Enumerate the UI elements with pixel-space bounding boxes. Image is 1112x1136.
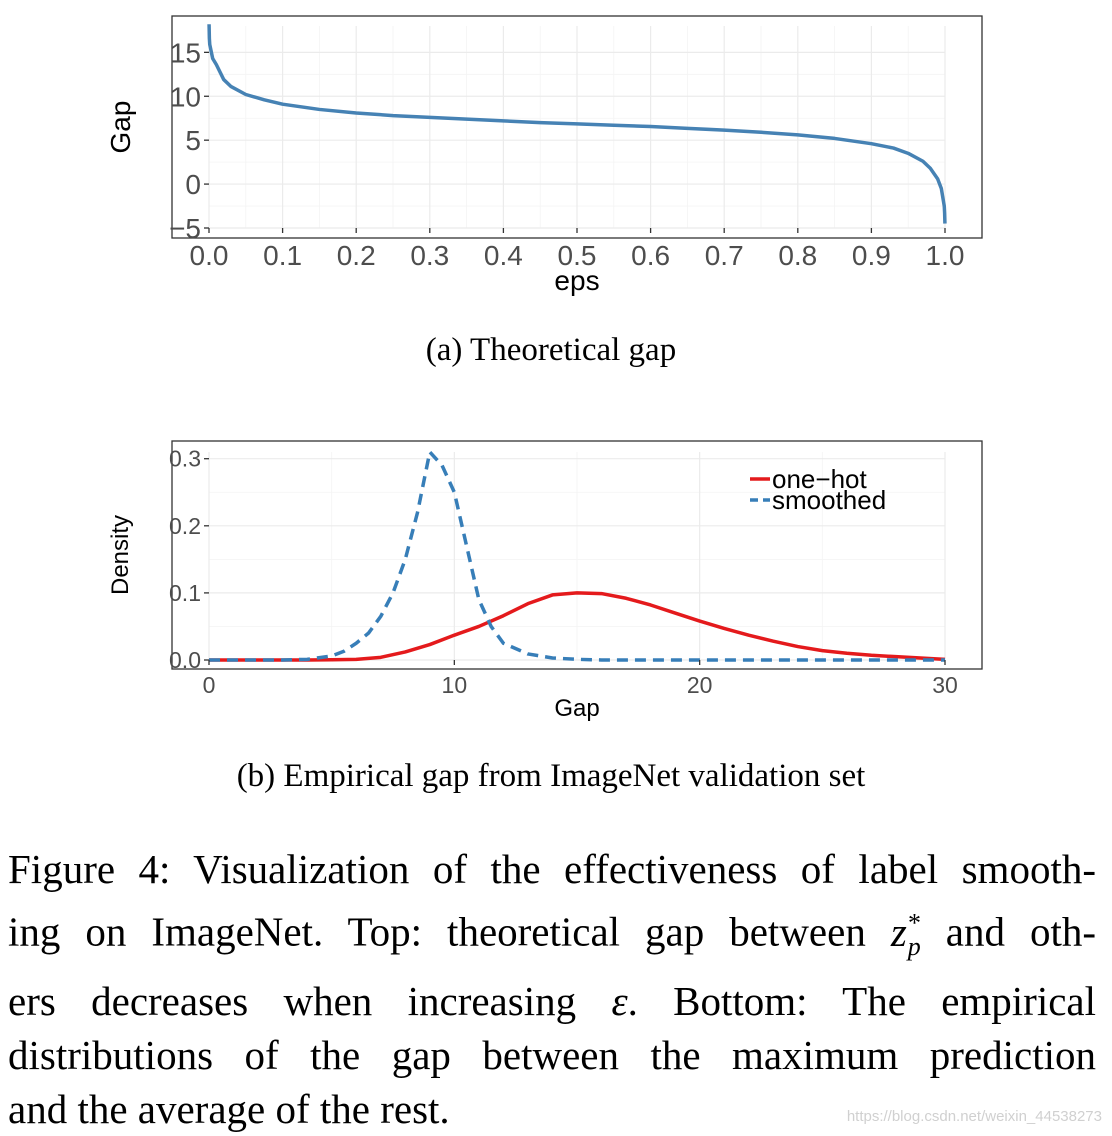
- chart-a-caption: (a) Theoretical gap: [426, 332, 676, 368]
- x-tick-label: 0.6: [631, 240, 670, 271]
- chart-b-y-axis-title: Density: [107, 515, 134, 595]
- chart-a-ticks: 0.0 0.1 0.2 0.3 0.4 0.5 0.6 0.7 0.8 0.9 1.0 −5 0 5 10 1…: [169, 37, 964, 271]
- y-tick-label: 0.3: [169, 446, 201, 472]
- math-z: z: [890, 908, 907, 955]
- x-tick-label: 0.4: [484, 240, 523, 271]
- y-tick-label: −5: [169, 213, 201, 244]
- chart-b-panel-border: [171, 440, 983, 670]
- x-tick-label: 0.9: [852, 240, 891, 271]
- x-tick-label: 0.8: [778, 240, 817, 271]
- caption-line-3-start: ers decreases when increasing: [8, 977, 577, 1024]
- x-tick-label: 0.3: [410, 240, 449, 271]
- chart-b-x-axis-title: Gap: [554, 695, 599, 722]
- caption-line-3-end: . Bottom: The empirical: [627, 977, 1097, 1024]
- caption-line-2-end: and oth-: [945, 908, 1096, 955]
- math-z-p-star: z*p: [890, 908, 921, 961]
- y-tick-label: 5: [185, 125, 201, 156]
- x-tick-label: 0.7: [705, 240, 744, 271]
- chart-b-gridlines: [208, 452, 946, 661]
- legend-label-smoothed: smoothed: [772, 485, 886, 515]
- x-tick-label: 0.2: [337, 240, 376, 271]
- x-tick-label: 0: [203, 672, 216, 698]
- series-line-theoretical-gap: [207, 24, 947, 224]
- caption-line-2: ing on ImageNet. Top: theoretical gap be…: [8, 896, 1096, 974]
- x-tick-label: 0.0: [190, 240, 229, 271]
- figure-caption: Figure 4: Visualization of the effective…: [8, 842, 1096, 1136]
- x-tick-label: 0.5: [558, 240, 597, 271]
- figure-canvas: 0.0 0.1 0.2 0.3 0.4 0.5 0.6 0.7 0.8 0.9 1.0 −5 0 5 10 1…: [105, 15, 983, 794]
- caption-line-4: distributions of the gap between the max…: [8, 1031, 1096, 1078]
- y-tick-label: 15: [170, 37, 201, 68]
- chart-b-legend: one−hot smoothed: [750, 464, 886, 515]
- caption-line-2-start: ing on ImageNet. Top: theoretical gap be…: [8, 908, 866, 955]
- y-tick-label: 0.1: [169, 580, 201, 606]
- x-tick-label: 0.1: [263, 240, 302, 271]
- legend-label-one-hot: one−hot: [772, 464, 867, 494]
- x-tick-label: 1.0: [926, 240, 965, 271]
- math-star: *: [906, 908, 920, 937]
- chart-a-y-axis-title: Gap: [105, 101, 136, 154]
- chart-a-gridlines: [208, 26, 946, 229]
- chart-empirical-gap: 0 10 20 30 0.0 0.1 0.2 0.3 Gap Density one−hot …: [107, 440, 983, 794]
- chart-a-series: [207, 24, 947, 224]
- caption-line-3: ers decreases when increasing ε. Bottom:…: [8, 974, 1096, 1028]
- y-tick-label: 0: [185, 169, 201, 200]
- chart-b-ticks: 0 10 20 30 0.0 0.1 0.2 0.3: [169, 446, 958, 698]
- caption-line-1: Figure 4: Visualization of the effective…: [8, 846, 1096, 892]
- x-tick-label: 30: [932, 672, 958, 698]
- math-epsilon: ε: [611, 977, 628, 1024]
- chart-theoretical-gap: 0.0 0.1 0.2 0.3 0.4 0.5 0.6 0.7 0.8 0.9 1.0 −5 0 5 10 1…: [105, 15, 983, 368]
- x-tick-label: 10: [442, 672, 468, 698]
- series-line-one-hot: [209, 591, 946, 662]
- x-tick-label: 20: [687, 672, 713, 698]
- chart-a-panel-border: [171, 15, 983, 239]
- chart-b-series: [209, 450, 946, 662]
- y-tick-label: 0.0: [169, 647, 201, 673]
- chart-b-caption: (b) Empirical gap from ImageNet validati…: [237, 758, 866, 794]
- series-line-smoothed: [209, 450, 945, 662]
- y-tick-label: 0.2: [169, 513, 201, 539]
- caption-line-5: and the average of the rest.: [8, 1085, 450, 1132]
- y-tick-label: 10: [170, 81, 201, 112]
- math-p: p: [907, 931, 921, 961]
- chart-a-x-axis-title: eps: [554, 265, 599, 296]
- watermark: https://blog.csdn.net/weixin_44538273: [846, 1108, 1102, 1125]
